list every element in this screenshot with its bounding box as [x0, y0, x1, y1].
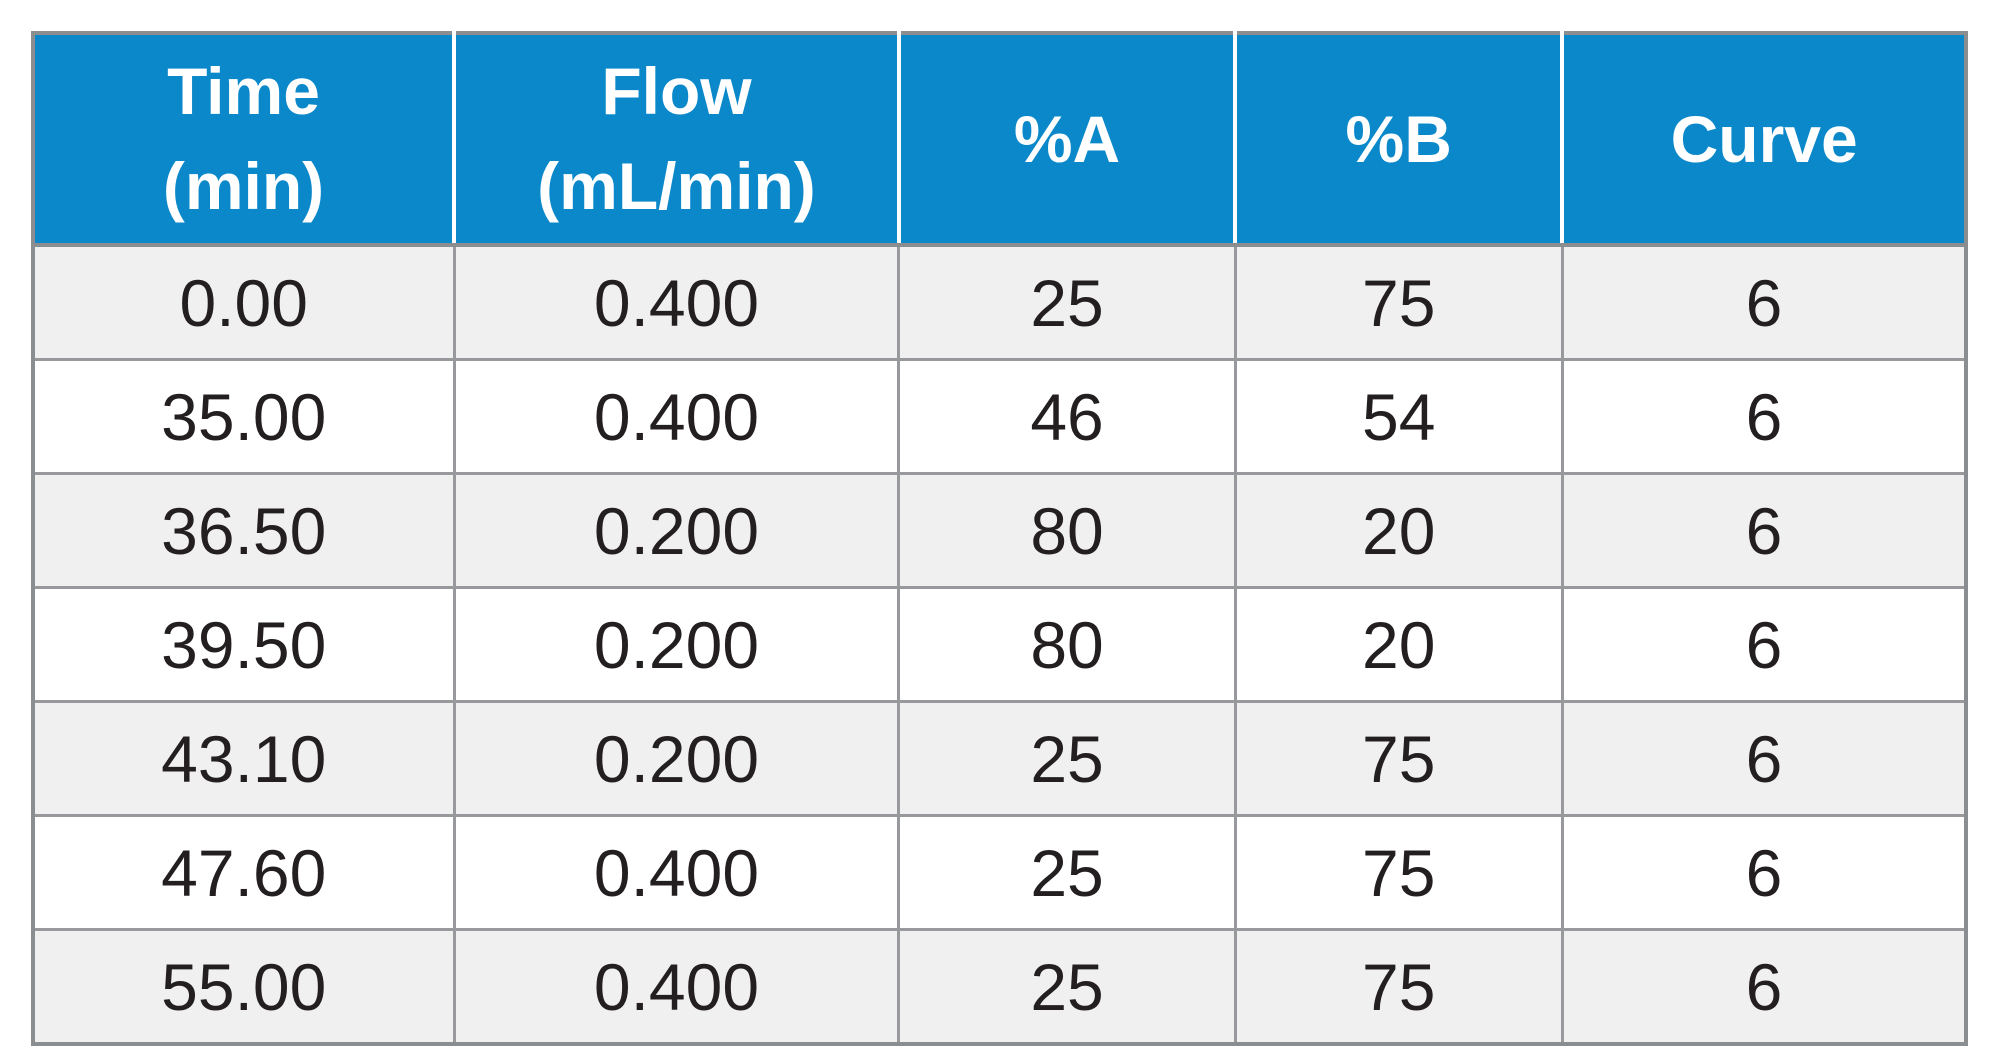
header-label: %B: [1345, 101, 1452, 176]
header-unit: (min): [162, 149, 325, 223]
table-cell-pct-a: 80: [897, 472, 1237, 589]
table-cell-pct-b: 20: [1233, 472, 1564, 589]
table-cell-pct-a: 25: [897, 928, 1237, 1046]
table-cell-pct-a: 46: [897, 358, 1237, 475]
table-cell-curve: 6: [1560, 586, 1968, 703]
table-cell-curve: 6: [1560, 472, 1968, 589]
table-row: 36.50 0.200 80 20 6: [31, 472, 1968, 589]
gradient-table: Time (min) Flow (mL/min) %A %B Curve: [31, 31, 1968, 1046]
table-cell-flow: 0.400: [452, 814, 901, 931]
header-label: Time: [167, 54, 320, 128]
header-label: %A: [1013, 101, 1121, 176]
table-header: Time (min) Flow (mL/min) %A %B Curve: [33, 33, 1966, 247]
table-cell-curve: 6: [1560, 358, 1968, 475]
table-cell-flow: 0.400: [452, 358, 901, 475]
table-cell-pct-a: 80: [897, 586, 1237, 703]
table-cell-time: 47.60: [31, 814, 456, 931]
header-unit: (mL/min): [537, 149, 816, 223]
table-cell-curve: 6: [1560, 814, 1968, 931]
table-cell-pct-a: 25: [897, 700, 1237, 817]
table-row: 55.00 0.400 25 75 6: [31, 928, 1968, 1046]
table-row: 35.00 0.400 46 54 6: [31, 358, 1968, 475]
table-cell-pct-b: 75: [1233, 243, 1564, 361]
table-cell-pct-a: 25: [897, 814, 1237, 931]
table-cell-time: 39.50: [31, 586, 456, 703]
table-cell-pct-a: 25: [897, 243, 1237, 361]
table-cell-time: 0.00: [31, 243, 456, 361]
table-row: 39.50 0.200 80 20 6: [31, 586, 1968, 703]
table-cell-pct-b: 75: [1233, 700, 1564, 817]
column-header-curve: Curve: [1560, 33, 1966, 247]
table-body: 0.00 0.400 25 75 6 35.00 0.400 46 54 6 3…: [31, 243, 1968, 1046]
table-row: 0.00 0.400 25 75 6: [31, 243, 1968, 361]
table-cell-flow: 0.200: [452, 586, 901, 703]
table-row: 43.10 0.200 25 75 6: [31, 700, 1968, 817]
column-header-percent-b: %B: [1233, 33, 1563, 247]
table-cell-time: 36.50: [31, 472, 456, 589]
column-header-percent-a: %A: [896, 33, 1236, 247]
column-header-flow: Flow (mL/min): [452, 33, 899, 247]
table-cell-time: 43.10: [31, 700, 456, 817]
table-cell-pct-b: 54: [1233, 358, 1564, 475]
table-cell-flow: 0.200: [452, 472, 901, 589]
table-cell-time: 55.00: [31, 928, 456, 1046]
column-header-time: Time (min): [33, 33, 454, 247]
table-cell-flow: 0.200: [452, 700, 901, 817]
table-cell-curve: 6: [1560, 243, 1968, 361]
table-cell-pct-b: 20: [1233, 586, 1564, 703]
table-cell-pct-b: 75: [1233, 814, 1564, 931]
table-row: 47.60 0.400 25 75 6: [31, 814, 1968, 931]
table-cell-curve: 6: [1560, 700, 1968, 817]
table-cell-time: 35.00: [31, 358, 456, 475]
header-label: Flow: [601, 54, 752, 128]
table-cell-flow: 0.400: [452, 928, 901, 1046]
header-label: Curve: [1670, 101, 1858, 176]
table-cell-flow: 0.400: [452, 243, 901, 361]
header-row: Time (min) Flow (mL/min) %A %B Curve: [33, 33, 1966, 247]
table-cell-pct-b: 75: [1233, 928, 1564, 1046]
table-cell-curve: 6: [1560, 928, 1968, 1046]
